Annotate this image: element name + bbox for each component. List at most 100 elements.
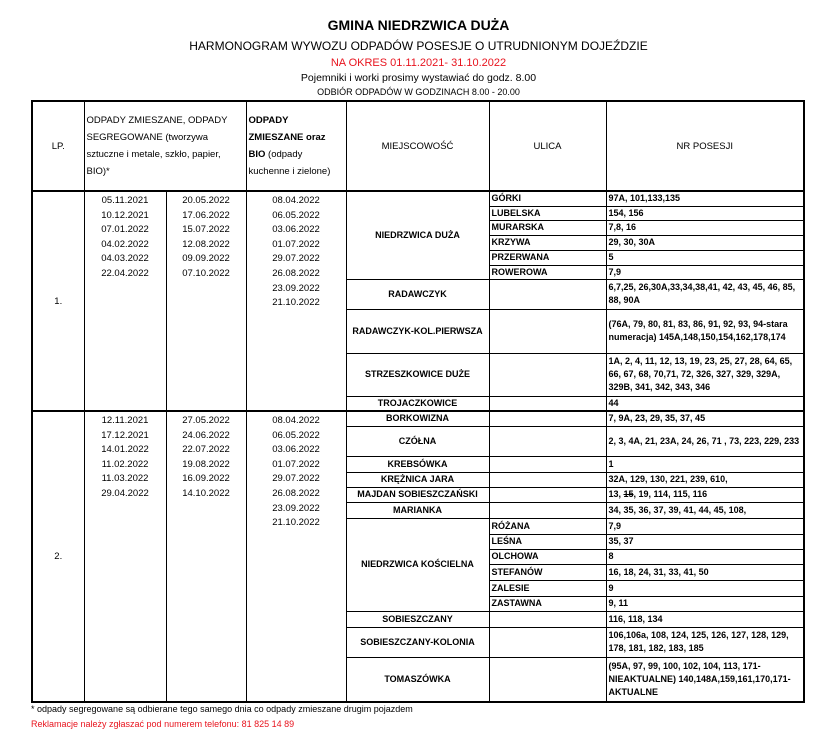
note-hours: ODBIÓR ODPADÓW W GODZINACH 8.00 - 20.00 <box>317 87 520 97</box>
table-row: KRĘŻNICA JARA 32A, 129, 130, 221, 239, 61… <box>32 471 805 488</box>
street <box>488 610 607 628</box>
date: 23.09.2022 <box>272 502 320 514</box>
table-row: 1. 05.11.2021 10.12.2021 07.01.2022 04.02.20… <box>31 190 805 412</box>
dates-dates-b: 27.05.2022 24.06.2022 22.07.2022 19.08.2022… <box>165 410 247 703</box>
house-numbers-text: 7,8, 16 <box>608 222 637 232</box>
date: 01.07.2022 <box>272 458 320 470</box>
date: 01.07.2022 <box>272 238 320 250</box>
locality: MAJDAN SOBIESZCZAŃSKI <box>345 486 490 503</box>
locality: RADAWCZYK-KOL.PIERWSZA <box>345 308 490 354</box>
street <box>488 486 607 503</box>
date: 16.09.2022 <box>182 473 230 485</box>
date: 04.03.2022 <box>101 253 149 265</box>
house-numbers: 1A, 2, 4, 11, 12, 13, 19, 23, 25, 27, 28… <box>605 352 805 397</box>
date: 08.04.2022 <box>272 415 320 426</box>
table-row: STRZESZKOWICE DUŻE 1A, 2, 4, 11, 12, 13, … <box>32 352 805 397</box>
date: 11.02.2022 <box>101 458 149 470</box>
table-row: CZÓŁNA 2, 3, 4A, 21, 23A, 24, 26, 71 , 73… <box>32 425 805 457</box>
date: 12.08.2022 <box>182 238 230 250</box>
date: 22.04.2022 <box>101 267 149 279</box>
house-numbers: 7,9 <box>605 264 805 280</box>
table-row: PRZERWANA 5 <box>32 249 805 266</box>
date: 24.06.2022 <box>182 429 230 441</box>
house-numbers-text: 154, 156 <box>608 207 644 218</box>
street <box>488 455 607 473</box>
house-numbers-text: 32A, 129, 130, 221, 239, 610, <box>608 474 728 484</box>
locality: SOBIESZCZANY-KOLONIA <box>345 626 490 658</box>
header-row: LP. ODPADY ZMIESZANE, ODPADY SEGREGOWANE… <box>31 100 805 192</box>
document-subtitle: HARMONOGRAM WYWOZU ODPADÓW POSESJE O UTR… <box>189 39 648 53</box>
col-street: ULICA <box>488 100 607 192</box>
house-numbers: 6,7,25, 26,30A,33,34,38,41, 42, 43, 45, … <box>605 278 805 310</box>
street <box>488 395 607 412</box>
house-numbers: 5 <box>605 249 805 266</box>
house-numbers-text: 2, 3, 4A, 21, 23A, 24, 26, 71 , 73, 223,… <box>608 435 800 446</box>
house-numbers: 154, 156 <box>605 205 805 221</box>
house-numbers: 7,8, 16 <box>605 219 805 236</box>
street: LUBELSKA <box>488 205 607 221</box>
date: 27.05.2022 <box>182 415 230 426</box>
locality: SOBIESZCZANY <box>345 610 490 628</box>
table-row: MARIANKA 34, 35, 36, 37, 39, 41, 44, 45, … <box>32 501 805 519</box>
street: RÓŻANA <box>488 517 607 535</box>
date: 21.10.2022 <box>272 297 320 309</box>
locality: NIEDRZWICA DUŻA <box>345 190 490 280</box>
street <box>488 410 607 427</box>
col-numbers: NR POSESJI <box>605 100 805 192</box>
date: 26.08.2022 <box>272 267 320 279</box>
house-numbers-text: 8 <box>608 551 614 561</box>
locality: CZÓŁNA <box>345 425 490 457</box>
date: 21.10.2022 <box>272 517 320 529</box>
date: 11.03.2022 <box>101 473 149 485</box>
house-numbers-text: 1A, 2, 4, 11, 12, 13, 19, 23, 25, 27, 28… <box>608 356 793 392</box>
locality: MARIANKA <box>345 501 490 519</box>
date: 22.07.2022 <box>182 444 230 456</box>
street <box>488 501 607 519</box>
document-title: GMINA NIEDRZWICA DUŻA <box>327 17 510 33</box>
date: 09.09.2022 <box>182 253 230 265</box>
dates-dates-a: 12.11.2021 17.12.2021 14.01.2022 11.02.2022… <box>83 410 167 703</box>
date: 06.05.2022 <box>272 429 320 441</box>
house-numbers: 116, 118, 134 <box>605 610 805 628</box>
col-lp: LP. <box>31 100 85 192</box>
house-numbers-text: 7,9 <box>608 520 622 531</box>
footnote: * odpady segregowane są odbierane tego s… <box>31 704 413 714</box>
col-mixed-segregated: ODPADY ZMIESZANE, ODPADY SEGREGOWANE (tw… <box>83 100 247 192</box>
table-row: RADAWCZYK-KOL.PIERWSZA (76A, 79, 80, 81, … <box>32 308 805 354</box>
locality: STRZESZKOWICE DUŻE <box>345 352 490 397</box>
date: 20.05.2022 <box>182 195 230 206</box>
date: 23.09.2022 <box>272 282 320 294</box>
date: 07.10.2022 <box>182 267 230 279</box>
house-numbers: 7, 9A, 23, 29, 35, 37, 45 <box>605 410 805 427</box>
date: 03.06.2022 <box>272 444 320 456</box>
date: 14.01.2022 <box>101 444 149 456</box>
date: 17.12.2021 <box>101 429 149 441</box>
house-numbers: 9, 11 <box>605 595 805 612</box>
date: 07.01.2022 <box>101 224 149 236</box>
street: STEFANÓW <box>488 563 607 581</box>
street <box>488 308 607 354</box>
street <box>488 656 607 703</box>
house-numbers: 97A, 101,133,135 <box>605 190 805 207</box>
house-numbers-text: 1 <box>608 458 614 469</box>
house-numbers: 34, 35, 36, 37, 39, 41, 44, 45, 108, <box>605 501 805 519</box>
col-mixed-bio-sub: (odpady kuchenne i zielone) <box>248 149 331 177</box>
table-row: TOMASZÓWKA (95A, 97, 99, 100, 102, 104, 1… <box>32 656 805 703</box>
house-numbers-text: 6,7,25, 26,30A,33,34,38,41, 42, 43, 45, … <box>608 282 796 305</box>
period: NA OKRES 01.11.2021- 31.10.2022 <box>330 57 507 69</box>
house-numbers: 7,9 <box>605 517 805 535</box>
date: 05.11.2021 <box>101 195 149 206</box>
date: 29.07.2022 <box>272 253 320 265</box>
house-numbers-struck: 15 <box>623 489 634 499</box>
house-numbers-text: 7,9 <box>608 266 622 277</box>
house-numbers-text: 5 <box>608 252 614 262</box>
col-mixed-bio: ODPADY ZMIESZANE oraz BIO (odpady kuchen… <box>245 100 347 192</box>
note-containers: Pojemniki i worki prosimy wystawiać do g… <box>300 72 537 84</box>
date: 29.07.2022 <box>272 473 320 485</box>
house-numbers-text: 97A, 101,133,135 <box>608 193 681 204</box>
row-number: 1. <box>31 190 85 412</box>
table-row: 2. 12.11.2021 17.12.2021 14.01.2022 11.02.20… <box>31 410 805 703</box>
street: MURARSKA <box>488 219 607 236</box>
house-numbers: 29, 30, 30A <box>605 234 805 251</box>
house-numbers-text: 34, 35, 36, 37, 39, 41, 44, 45, 108, <box>608 504 747 515</box>
